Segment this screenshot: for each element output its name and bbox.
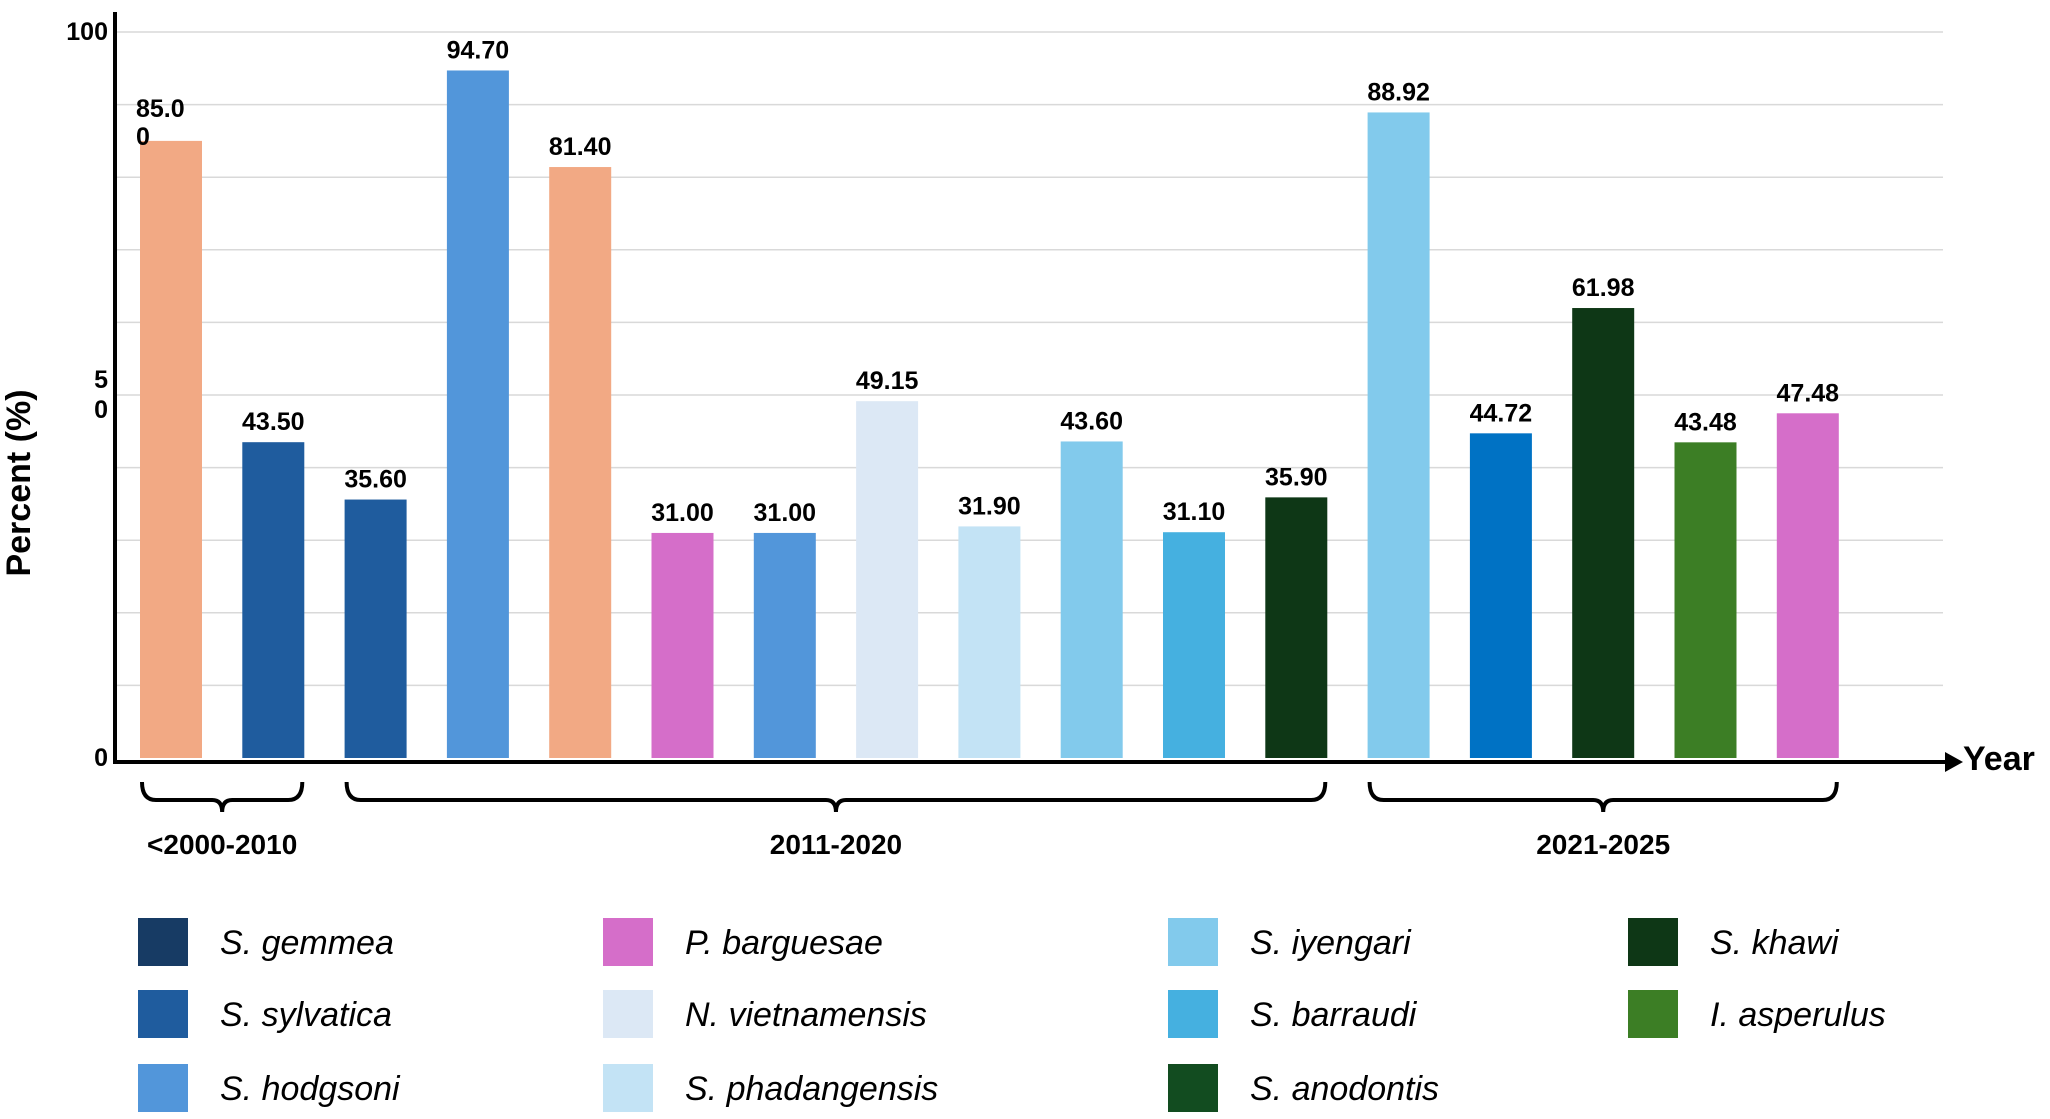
bar-value-label: 43.50 xyxy=(242,408,305,436)
bar xyxy=(753,532,816,758)
legend-swatch xyxy=(1168,1064,1218,1112)
bar xyxy=(446,70,509,758)
legend-swatch xyxy=(1628,990,1678,1038)
legend-label: N. vietnamensis xyxy=(685,996,927,1034)
bar-value-label: 35.90 xyxy=(1265,463,1328,491)
bar xyxy=(1265,497,1328,758)
bar xyxy=(1367,112,1430,759)
legend-label: S. hodgsoni xyxy=(220,1070,401,1108)
group-label: <2000-2010 xyxy=(147,829,297,860)
bar xyxy=(1572,308,1635,758)
bar xyxy=(140,140,202,758)
legend-label: S. khawi xyxy=(1710,924,1840,962)
legend-label: S. gemmea xyxy=(220,924,394,962)
legend-swatch xyxy=(138,990,188,1038)
legend-swatch xyxy=(603,990,653,1038)
legend-label: S. sylvatica xyxy=(220,996,392,1034)
legend-label: S. anodontis xyxy=(1250,1070,1439,1108)
y-axis-title: Percent (%) xyxy=(0,389,38,576)
gridlines xyxy=(117,31,1943,687)
legend-label: S. iyengari xyxy=(1250,924,1412,962)
bar xyxy=(1060,441,1123,758)
group-label: 2021-2025 xyxy=(1536,829,1670,860)
legend-swatch xyxy=(1168,918,1218,966)
legend-swatch xyxy=(603,1064,653,1112)
legend-label: I. asperulus xyxy=(1710,996,1886,1034)
value-labels: 85.00 43.50 35.60 94.70 81.40 31.00 31.00 49.15… xyxy=(136,36,1839,526)
y-tick-label: 0 xyxy=(94,396,108,424)
bar-value-label: 31.00 xyxy=(754,499,817,527)
legend-swatch xyxy=(1628,918,1678,966)
bar xyxy=(1776,413,1839,758)
year-groups: <2000-2010 2011-2020 2021-2025 xyxy=(140,781,1839,860)
group-brace xyxy=(344,781,1328,813)
bar xyxy=(1674,442,1737,758)
bar-value-label: 61.98 xyxy=(1572,274,1635,302)
bar-value-label: 43.48 xyxy=(1674,408,1737,436)
y-tick-label: 0 xyxy=(94,744,108,772)
legend-swatch xyxy=(138,918,188,966)
legend-swatch xyxy=(138,1064,188,1112)
bar-value-label: 35.60 xyxy=(344,466,407,494)
group-label: 2011-2020 xyxy=(770,829,902,860)
legend-label: S. barraudi xyxy=(1250,996,1418,1034)
bar xyxy=(958,526,1021,758)
bar xyxy=(549,167,612,758)
y-tick-label: 100 xyxy=(66,18,108,46)
bar xyxy=(1163,532,1225,758)
bar-value-label: 31.90 xyxy=(958,492,1021,520)
group-brace xyxy=(1367,781,1839,813)
x-axis-arrowhead xyxy=(1945,752,1963,772)
bar xyxy=(242,442,305,758)
bar xyxy=(651,532,714,758)
axes xyxy=(113,12,1963,772)
bar xyxy=(1469,433,1532,758)
bar-value-label: 88.92 xyxy=(1367,78,1430,106)
bar-value-label: 49.15 xyxy=(856,367,919,395)
legend-label: S. phadangensis xyxy=(685,1070,938,1108)
legend-swatch xyxy=(1168,990,1218,1038)
bar-value-label: 0 xyxy=(136,123,150,151)
bar xyxy=(344,499,407,758)
bar-value-label: 47.48 xyxy=(1777,379,1840,407)
bar-value-label: 31.10 xyxy=(1163,498,1226,526)
bars xyxy=(140,70,1839,759)
x-axis-title: Year xyxy=(1963,740,2035,778)
bar-value-label: 43.60 xyxy=(1060,407,1123,435)
bar-value-label: 44.72 xyxy=(1470,399,1533,427)
bar-value-label: 94.70 xyxy=(447,36,510,64)
bar xyxy=(856,401,919,758)
bar-value-label: 81.40 xyxy=(549,133,612,161)
bar-value-label: 31.00 xyxy=(651,499,714,527)
y-tick-label: 5 xyxy=(94,366,108,394)
bar-value-label: 85.0 xyxy=(136,95,185,123)
legend: S. gemmea S. sylvatica S. hodgsoni P. bargu… xyxy=(138,918,1886,1112)
group-brace xyxy=(140,781,305,813)
legend-label: P. barguesae xyxy=(685,924,883,962)
legend-swatch xyxy=(603,918,653,966)
